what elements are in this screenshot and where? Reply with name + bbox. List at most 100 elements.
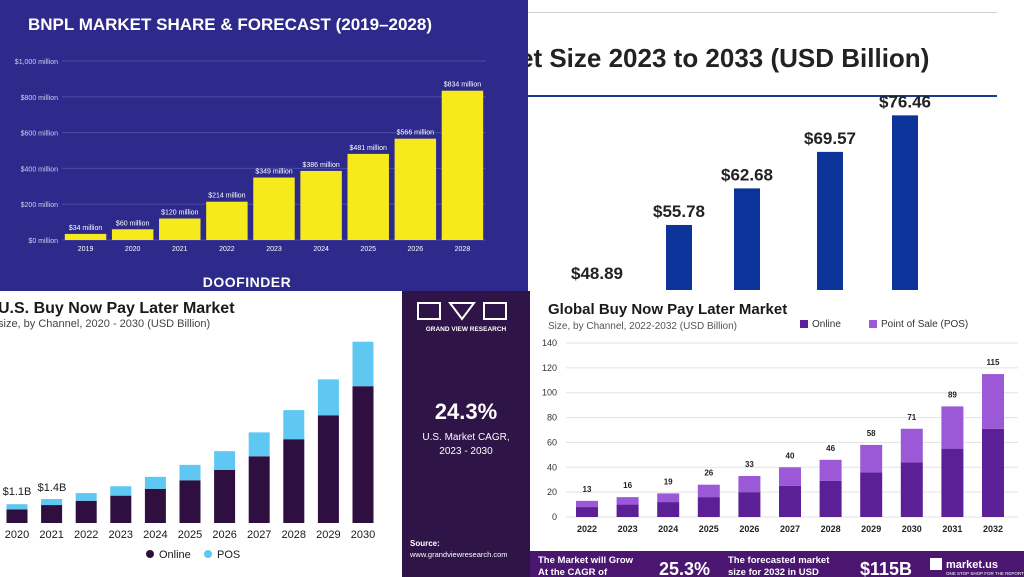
y-tick-label: 60 <box>547 437 557 447</box>
bar-pos <box>697 484 720 498</box>
bar-total-label: 33 <box>745 460 754 469</box>
bar-value-label: $62.68 <box>721 165 773 184</box>
banner-text: The Market will Grow <box>538 555 634 566</box>
chart-panel-bnpl-market-share: BNPL MARKET SHARE & FORECAST (2019–2028)… <box>0 0 528 291</box>
legend-online-swatch <box>146 550 154 558</box>
bar-total-label: 115 <box>987 358 1000 367</box>
bar-value-label: $34 million <box>69 225 103 232</box>
x-tick-label: 2024 <box>313 246 329 253</box>
legend-pos-label: Point of Sale (POS) <box>881 319 968 330</box>
bar-value-label: $69.57 <box>804 129 856 148</box>
bar-online <box>41 505 63 523</box>
bar-online <box>616 504 639 517</box>
bar-pos <box>738 475 761 493</box>
bar <box>892 115 918 293</box>
bar-pos <box>283 410 305 440</box>
y-tick-label: 140 <box>542 338 557 348</box>
x-tick-label: 2024 <box>143 529 167 541</box>
bar-total-label: 89 <box>948 390 957 399</box>
bar-pos <box>179 464 201 481</box>
legend-pos-swatch <box>869 320 877 328</box>
legend-online-label: Online <box>812 319 841 330</box>
bar-online <box>576 507 598 517</box>
x-tick-label: 2020 <box>5 529 29 541</box>
y-tick-label: 100 <box>542 388 557 398</box>
x-tick-label: 2029 <box>316 529 340 541</box>
x-tick-label: 2024 <box>658 524 678 534</box>
y-tick-label: $400 million <box>21 166 58 173</box>
cagr-value: 24.3% <box>435 399 497 424</box>
x-tick-label: 2025 <box>699 524 719 534</box>
x-tick-label: 2028 <box>455 246 471 253</box>
bar-online <box>982 428 1004 517</box>
bar-value-label: $481 million <box>350 145 387 152</box>
gvr-logo-mark <box>448 302 476 321</box>
banner-text: At the CAGR of <box>538 567 608 577</box>
bar-online <box>738 492 761 517</box>
market-us-logo: market.us <box>946 559 998 571</box>
bar-online <box>697 497 720 517</box>
bar-pos <box>75 493 97 501</box>
bar <box>817 151 843 293</box>
gvr-logo-mark <box>483 302 507 320</box>
bar-value-label: $386 million <box>302 162 339 169</box>
bar-pos <box>352 341 374 387</box>
bar-total-label: 71 <box>907 413 916 422</box>
chart-title: BNPL MARKET SHARE & FORECAST (2019–2028) <box>28 15 432 34</box>
x-tick-label: 2022 <box>577 524 597 534</box>
x-tick-label: 2030 <box>902 524 922 534</box>
x-tick-label: 2030 <box>351 529 375 541</box>
chart-title: et Size 2023 to 2033 (USD Billion) <box>519 43 929 73</box>
legend-pos-swatch <box>204 550 212 558</box>
y-tick-label: 0 <box>552 512 557 522</box>
header-rule <box>497 95 997 97</box>
bar-value-label: $120 million <box>161 210 198 217</box>
legend-online-swatch <box>800 320 808 328</box>
bar-total-label: 46 <box>826 444 835 453</box>
gvr-logo-text: GRAND VIEW RESEARCH <box>426 326 507 333</box>
bar-online <box>214 469 236 523</box>
chart-title: U.S. Buy Now Pay Later Market <box>0 300 235 317</box>
banner-cagr: 25.3% <box>659 559 710 577</box>
bar <box>159 218 201 240</box>
bar-total-label: 26 <box>704 469 713 478</box>
chart-title: Global Buy Now Pay Later Market <box>548 301 787 318</box>
x-tick-label: 2027 <box>780 524 800 534</box>
y-tick-label: 40 <box>547 462 557 472</box>
bar-pos <box>779 467 801 486</box>
bar-value-label: $48.89 <box>571 264 623 283</box>
x-tick-label: 2031 <box>942 524 962 534</box>
bar-pos <box>110 486 132 496</box>
bar <box>347 153 389 240</box>
y-tick-label: $200 million <box>21 202 58 209</box>
bar <box>666 224 692 293</box>
x-tick-label: 2028 <box>282 529 306 541</box>
doofinder-logo: DOOFINDER <box>203 274 292 290</box>
bar-value-label: $349 million <box>255 169 292 176</box>
bar-value-label: $214 million <box>208 193 245 200</box>
y-tick-label: $800 million <box>21 95 58 102</box>
y-tick-label: 80 <box>547 413 557 423</box>
bar <box>64 233 107 240</box>
bar-pos <box>982 374 1004 429</box>
market-us-tagline: ONE STOP SHOP FOR THE REPORTS <box>946 571 1024 576</box>
bar <box>300 170 342 240</box>
x-tick-label: 2028 <box>821 524 841 534</box>
y-tick-label: 20 <box>547 487 557 497</box>
bar <box>441 90 484 241</box>
bar-total-label: 40 <box>786 451 795 460</box>
chart-subtitle: size, by Channel, 2020 - 2030 (USD Billi… <box>0 318 210 330</box>
bar-total-label: 13 <box>583 485 592 494</box>
bar-online <box>860 472 883 517</box>
gvr-logo-mark <box>417 302 441 320</box>
bar-pos <box>616 497 639 505</box>
cagr-years: 2023 - 2030 <box>439 446 493 457</box>
side-panel <box>402 291 530 577</box>
banner-size: $115B <box>860 559 912 577</box>
bar <box>111 229 154 240</box>
legend-pos-label: POS <box>217 549 240 561</box>
y-tick-label: $0 million <box>28 238 58 245</box>
bar-pos <box>248 432 270 457</box>
bar-total-label: 19 <box>664 477 673 486</box>
